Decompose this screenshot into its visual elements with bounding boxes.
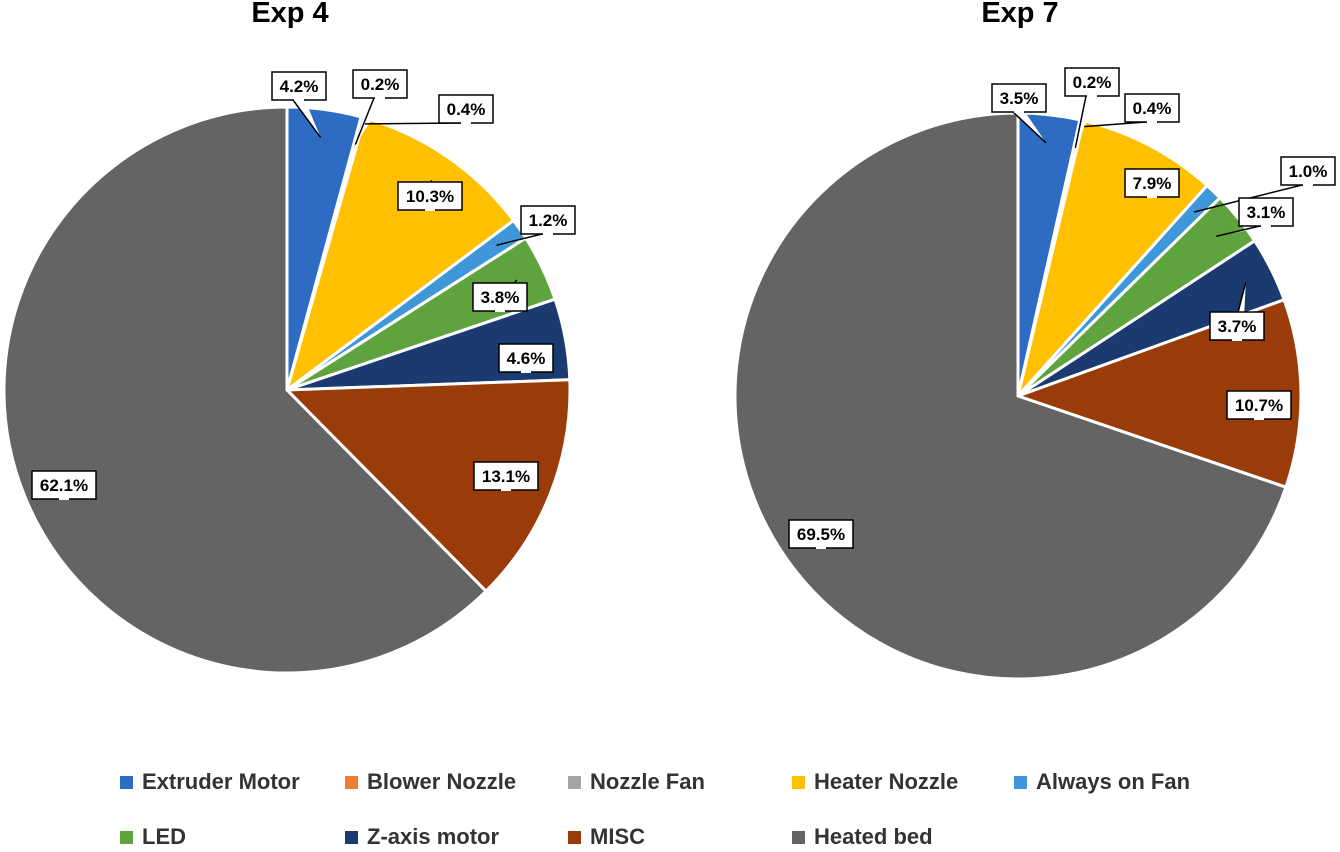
data-label-heater-nozzle-text: 10.3% — [406, 187, 454, 206]
data-label-nozzle-fan-text: 0.2% — [361, 75, 400, 94]
data-label-extra-0-text: 0.4% — [447, 100, 486, 119]
legend-item-always-on-fan: Always on Fan — [1014, 767, 1190, 797]
legend-label: Extruder Motor — [142, 769, 300, 794]
data-label-led-text: 3.8% — [481, 288, 520, 307]
data-label-led-text: 3.1% — [1247, 203, 1286, 222]
data-label-extra-0: 0.4% — [365, 94, 494, 125]
data-label-nozzle-fan: 0.2% — [1064, 67, 1120, 148]
pie-exp7: 3.5% 0.2% 7.9% 1.0% 3.1% 3.7% 10.7% 69.5% 0.4% — [733, 67, 1336, 681]
legend-item-misc: MISC — [568, 822, 645, 852]
data-label-led: 3.8% — [472, 279, 528, 312]
data-label-extruder-motor: 4.2% — [271, 71, 327, 138]
data-label-always-on-fan: 1.2% — [496, 205, 576, 246]
legend-label: Blower Nozzle — [367, 769, 517, 794]
data-label-misc: 13.1% — [473, 461, 539, 491]
pie-exp4: 4.2% 0.2% 10.3% 1.2% 3.8% 4.6% 13.1% 62.1% 0.4% — [2, 69, 576, 675]
data-label-misc: 10.7% — [1226, 390, 1292, 420]
legend-swatch — [792, 830, 805, 844]
data-label-z-axis-motor-text: 3.7% — [1218, 317, 1257, 336]
legend-swatch — [792, 775, 805, 789]
data-label-heated-bed-text: 62.1% — [40, 476, 88, 495]
legend-label: Heated bed — [814, 824, 933, 849]
data-label-heated-bed-text: 69.5% — [797, 525, 845, 544]
legend-label: Heater Nozzle — [814, 769, 959, 794]
legend: Extruder Motor Blower Nozzle Nozzle Fan Hea… — [0, 760, 1340, 850]
legend-swatch — [120, 830, 133, 844]
legend-item-nozzle-fan: Nozzle Fan — [568, 767, 705, 797]
legend-item-heater-nozzle: Heater Nozzle — [792, 767, 958, 797]
data-label-heater-nozzle: 7.9% — [1124, 168, 1180, 198]
data-label-heated-bed: 69.5% — [788, 519, 854, 549]
data-label-always-on-fan-text: 1.0% — [1289, 162, 1328, 181]
data-label-extra-0: 0.4% — [1084, 93, 1180, 128]
data-label-nozzle-fan-text: 0.2% — [1073, 73, 1112, 92]
data-label-always-on-fan-text: 1.2% — [529, 211, 568, 230]
data-label-extruder-motor-text: 4.2% — [280, 77, 319, 96]
legend-swatch — [568, 775, 581, 789]
legend-swatch — [345, 775, 358, 789]
slice-misc — [1013, 297, 1303, 490]
legend-label: Always on Fan — [1036, 769, 1191, 794]
slice-misc — [283, 378, 572, 594]
legend-swatch — [345, 830, 358, 844]
legend-swatch — [1014, 775, 1027, 789]
legend-label: Z-axis motor — [367, 824, 500, 849]
legend-label: LED — [142, 824, 186, 849]
chart-title-exp7: Exp 7 — [981, 0, 1058, 29]
data-label-always-on-fan: 1.0% — [1193, 156, 1336, 213]
legend-item-led: LED — [120, 822, 186, 852]
slice-heated-bed — [733, 111, 1288, 681]
data-label-extra-0-text: 0.4% — [1133, 99, 1172, 118]
data-label-extruder-motor: 3.5% — [991, 83, 1047, 144]
data-label-led: 3.1% — [1216, 197, 1294, 237]
data-label-z-axis-motor: 4.6% — [498, 343, 554, 373]
data-label-heater-nozzle: 10.3% — [397, 180, 463, 211]
data-label-extruder-motor-text: 3.5% — [1000, 89, 1039, 108]
data-label-misc-text: 13.1% — [482, 467, 530, 486]
legend-item-heated-bed: Heated bed — [792, 822, 933, 852]
legend-item-z-axis-motor: Z-axis motor — [345, 822, 499, 852]
data-label-z-axis-motor: 3.7% — [1209, 281, 1265, 341]
legend-swatch — [120, 775, 133, 789]
legend-item-extruder-motor: Extruder Motor — [120, 767, 300, 797]
data-label-heated-bed: 62.1% — [31, 470, 97, 500]
data-label-z-axis-motor-text: 4.6% — [507, 349, 546, 368]
data-label-misc-text: 10.7% — [1235, 396, 1283, 415]
data-label-heater-nozzle-text: 7.9% — [1133, 174, 1172, 193]
legend-label: Nozzle Fan — [590, 769, 705, 794]
legend-item-blower-nozzle: Blower Nozzle — [345, 767, 516, 797]
data-label-nozzle-fan: 0.2% — [352, 69, 408, 145]
chart-title-exp4: Exp 4 — [251, 0, 328, 29]
slice-heated-bed — [2, 105, 489, 675]
legend-label: MISC — [590, 824, 645, 849]
legend-swatch — [568, 830, 581, 844]
